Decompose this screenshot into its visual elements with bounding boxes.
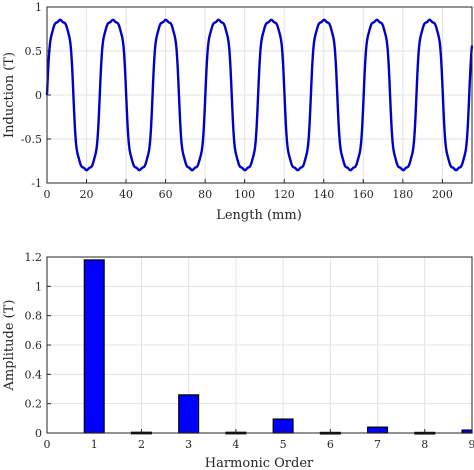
harmonic-x-ticks: 0 1 2 3 4 5 6 7 8 9 [44, 429, 474, 451]
induction-x-tick-label: 0 [44, 188, 51, 201]
harmonic-y-ticks: 0 0.2 0.4 0.6 0.8 1 1.2 [25, 251, 51, 440]
induction-x-tick-label: 80 [198, 188, 212, 201]
induction-y-axis-label: Induction (T) [2, 52, 17, 138]
induction-y-tick-label: 0 [35, 89, 42, 102]
induction-y-tick-label: 0.5 [25, 45, 43, 58]
induction-x-tick-label: 100 [234, 188, 255, 201]
induction-x-tick-label: 140 [313, 188, 334, 201]
harmonic-x-tick-label: 6 [327, 438, 334, 451]
induction-x-tick-label: 200 [432, 188, 453, 201]
induction-x-tick-label: 120 [274, 188, 295, 201]
harmonic-y-tick-label: 1 [35, 280, 42, 293]
induction-x-axis-label: Length (mm) [216, 208, 302, 223]
harmonic-y-tick-label: 0 [35, 427, 42, 440]
harmonic-x-tick-label: 3 [185, 438, 192, 451]
harmonic-grid [46, 256, 473, 434]
induction-y-tick-label: -1 [31, 177, 42, 190]
induction-y-ticks: -1 -0.5 0 0.5 1 [21, 1, 51, 190]
harmonic-x-tick-label: 4 [232, 438, 239, 451]
harmonic-y-tick-label: 1.2 [25, 251, 43, 264]
induction-y-tick-label: 1 [35, 1, 42, 14]
induction-grid [46, 6, 472, 184]
harmonic-x-tick-label: 7 [374, 438, 381, 451]
harmonic-x-tick-label: 5 [280, 438, 287, 451]
harmonic-y-tick-label: 0.6 [25, 339, 43, 352]
induction-x-ticks: 0 20 40 60 80 100 120 140 160 180 200 [44, 179, 453, 201]
induction-chart: 0 20 40 60 80 100 120 140 160 180 200 -1-0.500.51 … [2, 1, 474, 223]
harmonic-bar-1 [83, 259, 105, 434]
harmonic-x-tick-label: 0 [44, 438, 51, 451]
induction-x-tick-label: 20 [80, 188, 94, 201]
harmonic-x-tick-label: 2 [138, 438, 145, 451]
induction-x-tick-label: 160 [353, 188, 374, 201]
harmonic-x-tick-label: 1 [91, 438, 98, 451]
harmonic-x-tick-label: 9 [469, 438, 474, 451]
harmonic-y-tick-label: 0.2 [25, 398, 43, 411]
harmonic-bar-3 [178, 394, 200, 434]
induction-x-tick-label: 60 [159, 188, 173, 201]
induction-y-tick-label: -0.5 [21, 133, 42, 146]
harmonic-y-tick-label: 0.8 [25, 310, 43, 323]
harmonic-y-tick-label: 0.4 [25, 368, 43, 381]
induction-x-tick-label: 40 [119, 188, 133, 201]
induction-x-tick-label: 180 [392, 188, 413, 201]
harmonic-y-axis-label: Amplitude (T) [2, 300, 17, 392]
harmonic-x-axis-label: Harmonic Order [205, 456, 314, 470]
induction-waveform-line [45, 18, 474, 172]
harmonic-x-tick-label: 8 [421, 438, 428, 451]
harmonic-chart: 0 1 2 3 4 5 6 7 8 9 0 0.2 0.4 0.6 0.8 1 1.2 Harmonic Or… [2, 251, 474, 470]
